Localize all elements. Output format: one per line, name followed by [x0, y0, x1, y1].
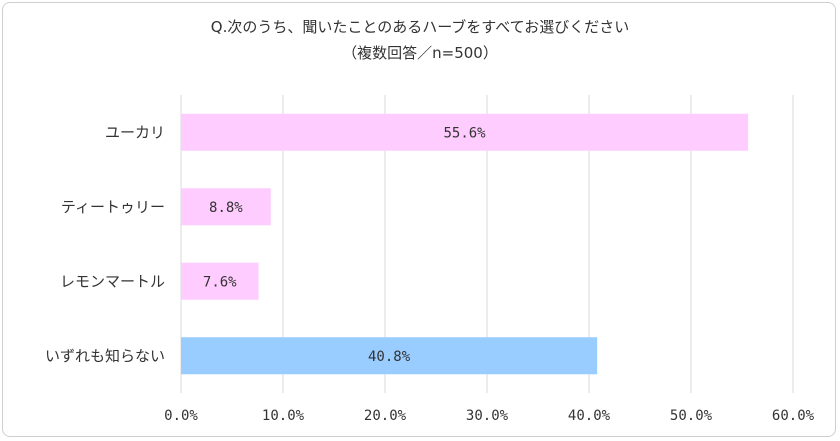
category-label: いずれも知らない — [45, 347, 165, 365]
data-label: 40.8% — [368, 349, 411, 365]
x-tick-label: 50.0% — [670, 408, 713, 424]
category-label: レモンマートル — [60, 272, 165, 290]
data-label: 8.8% — [209, 200, 243, 216]
data-label: 55.6% — [443, 125, 486, 141]
bar — [181, 337, 598, 375]
x-tick-label: 0.0% — [164, 408, 198, 424]
x-tick-label: 40.0% — [568, 408, 611, 424]
chart-frame — [2, 2, 836, 437]
x-tick-label: 30.0% — [466, 408, 509, 424]
bar — [181, 113, 749, 151]
bar — [181, 262, 259, 300]
category-label: ユーカリ — [105, 123, 165, 141]
chart-title: Q.次のうち、聞いたことのあるハーブをすべてお選びください — [210, 18, 630, 36]
chart-subtitle: （複数回答／n=500） — [342, 44, 498, 62]
bar — [181, 188, 271, 226]
x-tick-label: 10.0% — [262, 408, 305, 424]
x-tick-label: 20.0% — [364, 408, 407, 424]
x-tick-label: 60.0% — [772, 408, 815, 424]
category-label: ティートゥリー — [61, 198, 165, 216]
data-label: 7.6% — [203, 274, 237, 290]
